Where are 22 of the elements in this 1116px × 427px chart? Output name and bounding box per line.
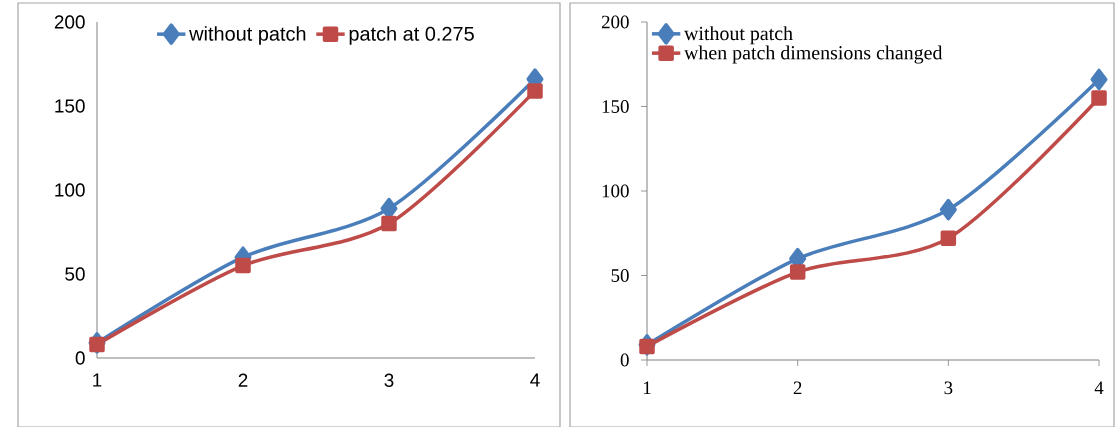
y-tick-label: 50 [611, 269, 629, 282]
y-tick-label: 150 [55, 99, 85, 113]
legend-label: patch at 0.275 [349, 26, 474, 45]
y-tick-label: 150 [602, 100, 629, 113]
x-tick-label: 2 [793, 381, 802, 395]
legend-label: without patch [189, 26, 306, 45]
y-tick-label: 100 [602, 184, 629, 198]
x-tick-label: 1 [93, 373, 102, 387]
legend-label: without patch [684, 26, 793, 45]
y-tick-label: 0 [75, 351, 85, 365]
x-tick-label: 3 [944, 381, 953, 395]
x-tick-label: 4 [1094, 381, 1104, 394]
y-tick-label: 0 [620, 353, 629, 367]
y-tick-label: 100 [55, 183, 85, 197]
x-tick-label: 2 [238, 373, 248, 387]
y-tick-label: 200 [601, 15, 629, 29]
x-tick-label: 1 [643, 381, 651, 395]
x-tick-label: 4 [530, 373, 540, 387]
y-tick-label: 200 [54, 15, 85, 29]
legend-label: when patch dimensions changed [684, 45, 943, 64]
y-tick-label: 50 [65, 267, 85, 281]
x-tick-label: 3 [384, 373, 394, 387]
